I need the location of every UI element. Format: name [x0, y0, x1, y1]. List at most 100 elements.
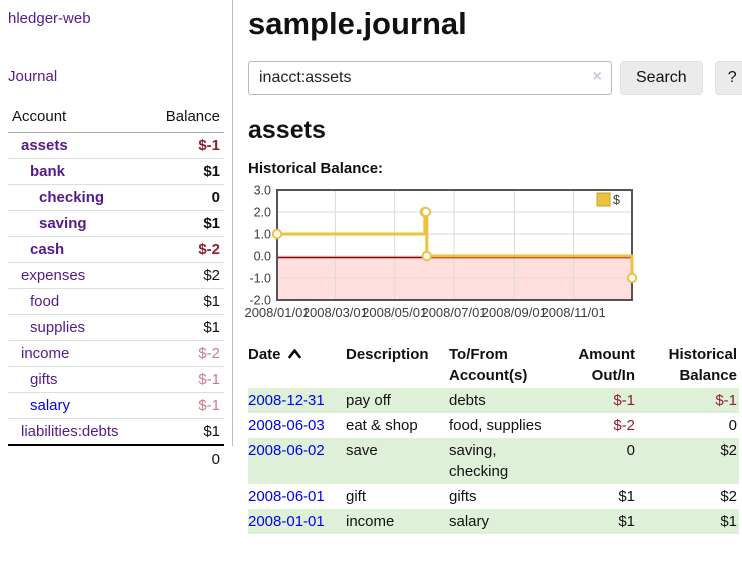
- register-date-cell: 2008-06-01: [248, 484, 346, 509]
- account-name-cell: expenses: [8, 262, 148, 289]
- account-balance: $1: [147, 210, 224, 237]
- register-amount: $-2: [613, 417, 635, 434]
- account-name-cell: liabilities:debts: [8, 418, 148, 445]
- account-name-cell: saving: [8, 210, 148, 237]
- register-date-link[interactable]: 2008-01-01: [248, 513, 325, 530]
- register-col-historical-balance[interactable]: Historical Balance: [668, 346, 737, 384]
- app-layout: hledger-web Journal Account Balance asse…: [8, 0, 742, 534]
- account-balance: $-2: [147, 236, 224, 263]
- register-balance: 0: [728, 417, 737, 434]
- account-link[interactable]: gifts: [30, 371, 58, 388]
- sidebar-nav: Journal: [8, 68, 232, 85]
- register-description: save: [346, 442, 378, 459]
- register-col-description[interactable]: Description: [346, 346, 429, 363]
- account-row: cash $-2: [8, 236, 224, 263]
- account-link[interactable]: food: [30, 293, 60, 310]
- account-row: food $1: [8, 288, 224, 315]
- account-link[interactable]: cash: [30, 241, 65, 258]
- register-description: income: [346, 513, 395, 530]
- register-table: Date Description To/From Account(s) Amount …: [248, 342, 739, 534]
- app-title: hledger-web: [8, 10, 232, 27]
- account-link[interactable]: assets: [21, 137, 68, 154]
- chart-x-tick-label: 2008/11/01: [542, 305, 606, 320]
- account-link[interactable]: bank: [30, 163, 66, 180]
- register-accounts: salary: [449, 513, 490, 530]
- account-name-cell: food: [8, 288, 148, 315]
- chart-y-tick-label: -1.0: [249, 272, 271, 286]
- register-row: 2008-06-03 eat & shop food, supplies $-2 0: [248, 413, 739, 438]
- chart-data-point: [626, 272, 638, 284]
- register-date-cell: 2008-01-01: [248, 509, 346, 534]
- account-name-cell: checking: [8, 184, 148, 211]
- register-date-link[interactable]: 2008-06-03: [248, 417, 325, 434]
- account-name-cell: cash: [8, 236, 148, 263]
- account-row: bank $1: [8, 158, 224, 185]
- register-balance: $-1: [715, 392, 737, 409]
- search-input[interactable]: [248, 61, 612, 95]
- chart-x-tick-label: 2008/09/01: [482, 305, 547, 320]
- accounts-total-spacer: [8, 444, 148, 473]
- register-accounts: gifts: [449, 488, 477, 505]
- register-balance: $2: [720, 442, 737, 459]
- account-link[interactable]: expenses: [21, 267, 86, 284]
- register-row: 2008-06-01 gift gifts $1 $2: [248, 484, 739, 509]
- account-balance: $-1: [147, 366, 224, 393]
- chart-canvas: 3.0 2.0 1.0 0.0 -1.0 -2.02008/01/012008/03/01…: [244, 184, 638, 320]
- chart-x-tick-label: 2008/05/01: [362, 305, 427, 320]
- register-col-date[interactable]: Date: [248, 342, 346, 388]
- register-date-link[interactable]: 2008-12-31: [248, 392, 325, 409]
- register-row: 2008-12-31 pay off debts $-1 $-1: [248, 388, 739, 413]
- register-date-link[interactable]: 2008-06-01: [248, 488, 325, 505]
- chart-y-tick-label: 1.0: [254, 228, 271, 242]
- register-description: gift: [346, 488, 367, 505]
- app-title-link[interactable]: hledger-web: [8, 10, 91, 27]
- clear-search-icon[interactable]: ×: [592, 68, 602, 85]
- register-body: 2008-12-31 pay off debts $-1 $-1 2008-06-03 ea…: [248, 388, 739, 534]
- register-col-to-from-account-s-[interactable]: To/From Account(s): [449, 346, 528, 384]
- account-balance: $1: [147, 418, 224, 445]
- search-button[interactable]: Search: [620, 61, 703, 95]
- register-amount: $1: [618, 488, 635, 505]
- account-link[interactable]: checking: [39, 189, 105, 206]
- account-link[interactable]: liabilities:debts: [21, 423, 119, 440]
- accounts-total-value: 0: [147, 444, 224, 473]
- account-row: expenses $2: [8, 262, 224, 289]
- account-name-cell: gifts: [8, 366, 148, 393]
- account-link[interactable]: saving: [39, 215, 87, 232]
- account-link[interactable]: supplies: [30, 319, 86, 336]
- register-accounts: food, supplies: [449, 417, 542, 434]
- account-row: liabilities:debts $1: [8, 418, 224, 445]
- register-accounts: saving, checking: [449, 442, 509, 480]
- account-name-cell: bank: [8, 158, 148, 185]
- register-amount: $1: [618, 513, 635, 530]
- chart-y-tick-label: 0.0: [254, 250, 271, 264]
- account-balance: $1: [147, 314, 224, 341]
- accounts-header-balance: Balance: [147, 106, 224, 133]
- register-amount: 0: [626, 442, 635, 459]
- account-name-cell: supplies: [8, 314, 148, 341]
- chart-data-point: [421, 250, 432, 262]
- chart-title: Historical Balance:: [248, 160, 384, 177]
- register-row: 2008-06-02 save saving, checking 0 $2: [248, 438, 739, 484]
- register-description: pay off: [346, 392, 391, 409]
- account-balance: 0: [147, 184, 224, 211]
- accounts-header-row: Account Balance: [8, 106, 224, 133]
- account-row: salary $-1: [8, 392, 224, 419]
- account-balance: $-1: [147, 392, 224, 419]
- nav-journal-link[interactable]: Journal: [8, 68, 58, 85]
- account-row: gifts $-1: [8, 366, 224, 393]
- chart-border: [276, 189, 633, 301]
- chart-y-tick-label: -2.0: [249, 294, 271, 308]
- account-row: checking 0: [8, 184, 224, 211]
- chart-legend-swatch: [596, 192, 611, 207]
- register-date-link[interactable]: 2008-06-02: [248, 442, 325, 459]
- account-link[interactable]: salary: [30, 397, 71, 414]
- historical-balance-chart[interactable]: 3.0 2.0 1.0 0.0 -1.0 -2.0 2008/01/01 2008/03/01…: [244, 184, 742, 330]
- register-date-cell: 2008-06-03: [248, 413, 346, 438]
- account-link[interactable]: income: [21, 345, 70, 362]
- account-name-cell: assets: [8, 133, 148, 159]
- register-col-amount-out-in[interactable]: Amount Out/In: [578, 346, 635, 384]
- chart-y-tick-label: 3.0: [254, 184, 271, 198]
- help-button[interactable]: ?: [714, 61, 742, 95]
- chart-x-tick-label: 2008/01/01: [244, 305, 309, 320]
